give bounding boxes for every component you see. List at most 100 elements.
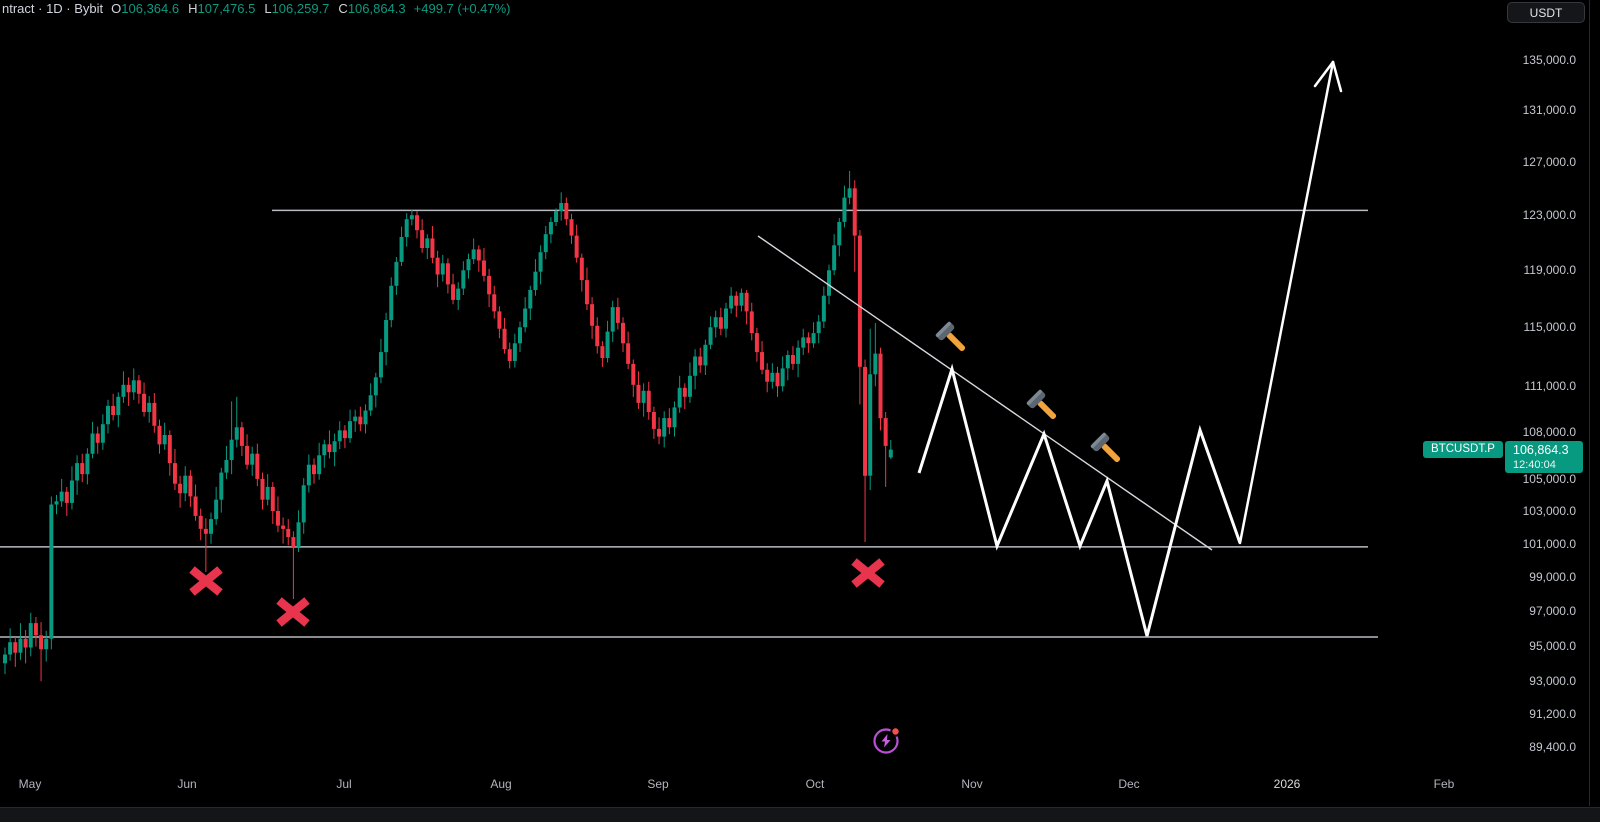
candle <box>780 356 785 392</box>
candle-body <box>481 260 486 276</box>
candle <box>739 288 744 312</box>
candle <box>80 453 85 483</box>
trendline[interactable] <box>757 235 1213 551</box>
candle-body <box>492 294 497 312</box>
candle-body <box>646 390 651 412</box>
candle-body <box>188 475 193 497</box>
projection-zigzag[interactable] <box>917 363 1242 637</box>
candle-body <box>301 485 306 523</box>
price-axis-label: 105,000.0 <box>1522 471 1576 486</box>
candle-body <box>837 222 842 246</box>
candle <box>518 321 522 353</box>
hammer-icon[interactable] <box>1090 432 1126 468</box>
price-axis[interactable]: 135,000.0 131,000.0 127,000.0 123,000.0 119,… <box>1388 0 1600 775</box>
candle-body <box>724 308 728 329</box>
candle-body <box>198 515 203 529</box>
low-value: 106,259.7 <box>271 1 330 16</box>
candle <box>193 484 198 521</box>
candle <box>44 630 49 662</box>
candle-body <box>172 463 177 484</box>
candle-body <box>677 387 682 408</box>
candle <box>111 393 116 421</box>
hammer-icon[interactable] <box>1026 389 1062 425</box>
candle-body <box>698 356 703 366</box>
candle <box>662 411 667 448</box>
candle <box>3 647 7 675</box>
candle <box>579 253 584 292</box>
candle-body <box>749 311 754 334</box>
candle-body <box>523 308 528 328</box>
candle-body <box>615 307 620 323</box>
candle-body <box>80 463 85 475</box>
cross-mark-icon[interactable] <box>851 558 885 588</box>
candle <box>687 362 692 403</box>
candle-body <box>116 396 121 415</box>
candle <box>270 482 275 524</box>
price-axis-label: 99,000.0 <box>1529 570 1576 584</box>
price-axis-label: 111,000.0 <box>1524 379 1576 394</box>
candle-wick <box>885 412 887 487</box>
candle <box>770 363 775 389</box>
candle-body <box>322 444 327 456</box>
candle-wick <box>205 518 207 572</box>
candle-body <box>152 402 157 426</box>
hammer-head-highlight <box>1090 432 1106 448</box>
lightning-icon <box>881 734 891 748</box>
candle <box>162 422 167 450</box>
candle <box>677 375 682 413</box>
candle <box>430 226 435 264</box>
boost-button[interactable] <box>873 726 901 754</box>
candle <box>718 307 723 336</box>
candle <box>646 381 651 420</box>
candle <box>373 372 378 408</box>
candle-body <box>512 343 517 361</box>
candle-body <box>49 504 54 639</box>
candle <box>832 234 837 276</box>
price-axis-label: 101,000.0 <box>1522 536 1576 551</box>
candle <box>85 448 90 485</box>
boost-ring <box>873 728 899 754</box>
price-axis-label: 131,000.0 <box>1522 103 1576 118</box>
candle <box>538 245 543 285</box>
time-axis-label: Sep <box>647 777 669 791</box>
high-value: 107,476.5 <box>197 1 256 16</box>
cross-mark-icon[interactable] <box>276 597 310 627</box>
candle <box>837 217 842 257</box>
candle-body <box>476 249 481 261</box>
candle-body <box>23 638 28 648</box>
candle-body <box>95 433 100 443</box>
candle-body <box>368 395 373 411</box>
candle-body <box>718 317 723 329</box>
candle <box>816 315 821 344</box>
price-axis-label: 115,000.0 <box>1523 320 1577 335</box>
candle <box>306 454 311 493</box>
last-price: 106,864.3 <box>1513 443 1569 458</box>
price-badge: 106,864.3 12:40:04 <box>1505 441 1583 474</box>
candle-body <box>399 237 404 262</box>
open-value: 106,364.6 <box>121 1 180 16</box>
candle-body <box>3 654 7 664</box>
hammer-icon[interactable] <box>935 321 971 357</box>
time-axis[interactable]: May Jun Jul Aug Sep Oct Nov Dec 2026 Feb <box>0 770 1600 800</box>
currency-toggle-button[interactable]: USDT <box>1507 2 1585 23</box>
candle <box>183 466 188 502</box>
candle <box>651 406 656 439</box>
candle <box>868 328 873 490</box>
projection-arrow[interactable] <box>1238 60 1343 545</box>
candle-body <box>44 638 49 650</box>
candle <box>657 417 662 445</box>
candle <box>595 317 600 354</box>
candle <box>64 486 69 516</box>
candle-body <box>90 433 95 454</box>
candle <box>569 213 574 244</box>
candle-body <box>466 259 471 271</box>
candle-body <box>353 416 358 422</box>
candle <box>327 430 332 459</box>
time-axis-label: Nov <box>961 777 983 791</box>
candle-body <box>193 496 198 516</box>
cross-mark-icon[interactable] <box>189 566 223 596</box>
hammer-handle <box>1101 443 1121 463</box>
price-axis-label: 103,000.0 <box>1522 504 1576 518</box>
candle-body <box>518 327 522 344</box>
